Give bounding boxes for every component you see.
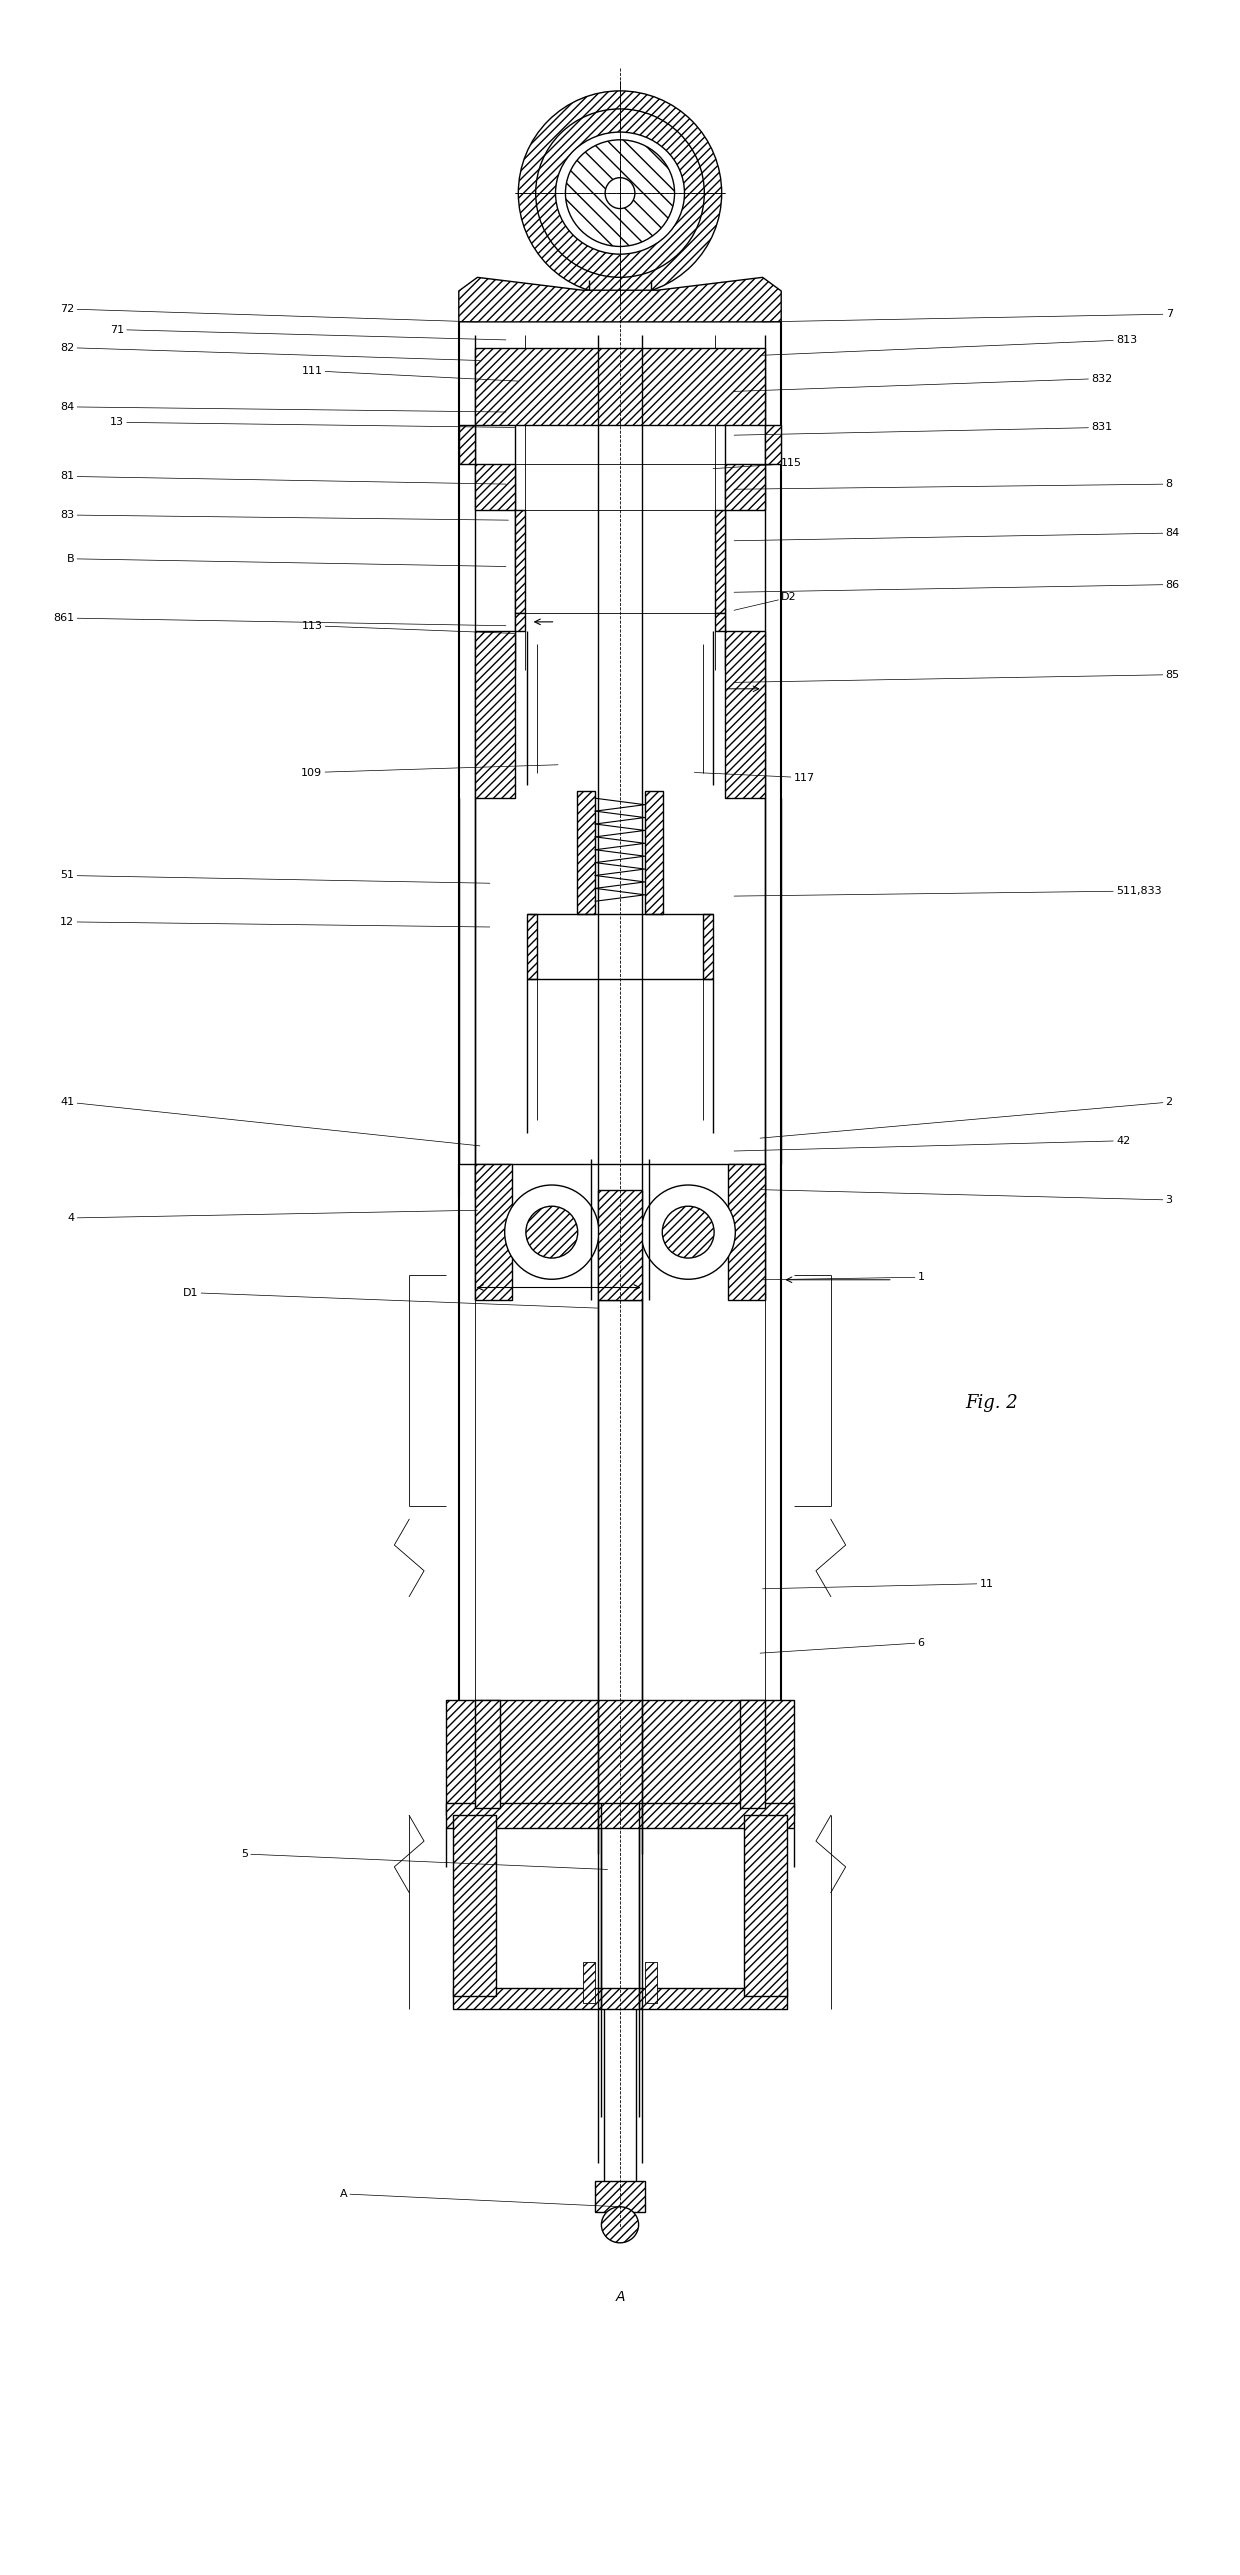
Polygon shape — [453, 1988, 787, 2008]
Polygon shape — [728, 1164, 765, 1300]
Text: 109: 109 — [301, 765, 558, 778]
Polygon shape — [583, 1962, 595, 2003]
Polygon shape — [725, 464, 765, 510]
Ellipse shape — [536, 108, 704, 278]
Polygon shape — [744, 1815, 787, 1996]
Text: 831: 831 — [734, 422, 1112, 435]
Text: 4: 4 — [67, 1210, 477, 1223]
Ellipse shape — [556, 131, 684, 255]
Text: 6: 6 — [760, 1638, 925, 1653]
Polygon shape — [703, 914, 713, 978]
Polygon shape — [515, 613, 525, 631]
Text: 111: 111 — [301, 366, 518, 381]
Text: 42: 42 — [734, 1136, 1130, 1151]
Polygon shape — [446, 1700, 794, 1815]
Text: 832: 832 — [734, 373, 1112, 391]
Polygon shape — [459, 278, 781, 322]
Polygon shape — [459, 425, 475, 463]
Text: 72: 72 — [61, 304, 477, 322]
Ellipse shape — [662, 1205, 714, 1259]
Text: 51: 51 — [61, 870, 490, 883]
Polygon shape — [515, 510, 525, 613]
Text: 8: 8 — [734, 479, 1173, 489]
Polygon shape — [475, 631, 515, 798]
Text: 117: 117 — [694, 772, 815, 783]
Polygon shape — [595, 2181, 645, 2212]
Ellipse shape — [605, 178, 635, 209]
Text: D1: D1 — [184, 1288, 598, 1308]
Polygon shape — [475, 348, 765, 425]
Polygon shape — [645, 791, 663, 914]
Polygon shape — [527, 914, 537, 978]
Polygon shape — [453, 1815, 496, 1996]
Text: 81: 81 — [61, 471, 506, 484]
Polygon shape — [577, 791, 595, 914]
Polygon shape — [475, 1164, 512, 1300]
Text: A: A — [340, 2189, 620, 2207]
Text: 11: 11 — [763, 1578, 993, 1589]
Text: 13: 13 — [110, 417, 515, 427]
Text: 511,833: 511,833 — [734, 886, 1162, 896]
Polygon shape — [715, 613, 725, 631]
Text: 12: 12 — [61, 917, 490, 927]
Text: 813: 813 — [760, 335, 1137, 355]
Polygon shape — [475, 464, 515, 510]
Text: 84: 84 — [734, 528, 1179, 541]
Text: Fig. 2: Fig. 2 — [966, 1396, 1018, 1411]
Polygon shape — [740, 1700, 765, 1808]
Text: 861: 861 — [53, 613, 506, 626]
Text: 84: 84 — [61, 402, 506, 412]
Text: 7: 7 — [763, 309, 1173, 322]
Text: 82: 82 — [61, 342, 480, 361]
Text: A: A — [615, 2289, 625, 2305]
Text: D2: D2 — [734, 592, 797, 610]
Ellipse shape — [601, 2207, 639, 2243]
Text: 86: 86 — [734, 579, 1179, 592]
Polygon shape — [645, 1962, 657, 2003]
Text: 1: 1 — [763, 1272, 925, 1282]
Text: 5: 5 — [241, 1849, 608, 1869]
Polygon shape — [598, 1190, 642, 1300]
Polygon shape — [475, 1700, 500, 1808]
Text: 3: 3 — [760, 1190, 1173, 1205]
Text: 113: 113 — [301, 621, 515, 633]
Ellipse shape — [505, 1184, 599, 1280]
Text: 2: 2 — [760, 1097, 1173, 1138]
Text: B: B — [67, 554, 506, 566]
Polygon shape — [725, 631, 765, 798]
Text: 83: 83 — [61, 510, 508, 520]
Ellipse shape — [518, 90, 722, 296]
Polygon shape — [765, 425, 781, 463]
Text: 71: 71 — [110, 324, 506, 340]
Ellipse shape — [565, 139, 675, 247]
Text: 85: 85 — [734, 670, 1179, 682]
Polygon shape — [715, 510, 725, 613]
Polygon shape — [446, 1802, 794, 1828]
Text: 115: 115 — [713, 458, 802, 469]
Ellipse shape — [526, 1205, 578, 1259]
Ellipse shape — [641, 1184, 735, 1280]
Text: 41: 41 — [61, 1097, 480, 1146]
